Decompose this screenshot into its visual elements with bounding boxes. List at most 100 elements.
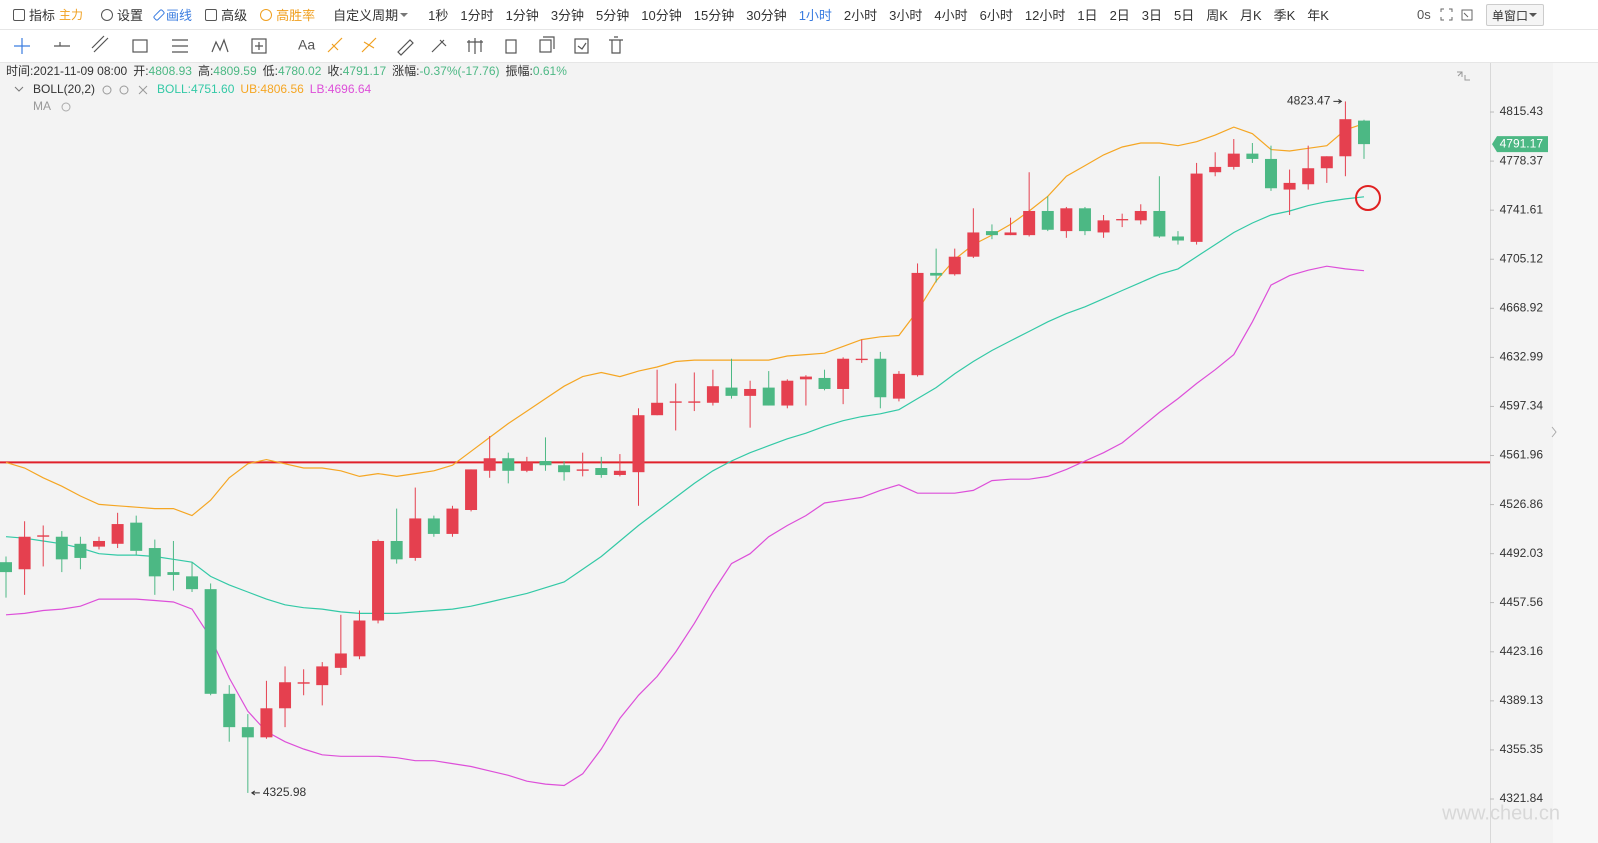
candle-body: [353, 620, 366, 657]
y-tick-label: 4423.16: [1500, 644, 1544, 658]
plot-background: [0, 62, 1490, 843]
period-button[interactable]: 3小时: [889, 8, 923, 23]
period-button[interactable]: 6小时: [979, 8, 1013, 23]
candle-body: [390, 540, 403, 560]
info-value: 2021-11-09 08:00: [33, 64, 127, 78]
y-tick-label: 4526.86: [1500, 497, 1544, 511]
fib-tool[interactable]: [172, 39, 188, 53]
trend-tool[interactable]: [91, 35, 109, 53]
y-tick-label: 4632.99: [1500, 350, 1544, 364]
candle-body: [576, 469, 589, 471]
info-line: 时间:2021-11-09 08:00 开:4808.93 高:4809.59 低:4…: [6, 63, 567, 78]
menu-label: 画线: [166, 8, 193, 23]
price-tag: [1492, 136, 1548, 153]
period-button[interactable]: 1日: [1077, 8, 1098, 23]
candle-body: [539, 461, 552, 466]
y-tick-label: 4389.13: [1500, 693, 1544, 707]
period-button[interactable]: 12小时: [1024, 8, 1066, 23]
measure-tool[interactable]: [251, 38, 267, 54]
period-button[interactable]: 2日: [1109, 8, 1130, 23]
candle-body: [1153, 210, 1166, 237]
candle-body: [911, 272, 924, 376]
y-tick-label: 4457.56: [1500, 595, 1544, 609]
wave-tool[interactable]: [211, 38, 229, 53]
chart-labels: 4823.47 4325.98 4791.17 时间:2021-11-09 08:00…: [6, 63, 1548, 799]
candle-body: [502, 458, 515, 471]
period-button[interactable]: 1秒: [428, 8, 449, 23]
menu-label: 指标: [29, 8, 56, 23]
period-button[interactable]: 10分钟: [641, 8, 682, 23]
candle-body: [1041, 210, 1054, 230]
high-arrow: [1333, 99, 1343, 104]
window-select[interactable]: 单窗口: [1486, 4, 1544, 26]
drawing-toolbar: Aa: [0, 30, 1598, 63]
period-button[interactable]: 30分钟: [746, 8, 787, 23]
candle-body: [948, 256, 961, 275]
candle-body: [18, 536, 31, 570]
candle-body: [167, 572, 180, 575]
ma-label: MA: [33, 99, 51, 113]
candle-body: [334, 653, 347, 668]
period-button[interactable]: 1分时: [460, 8, 494, 23]
rect-tool[interactable]: [132, 39, 148, 53]
info-value: 4809.59: [213, 64, 257, 78]
candle-body: [148, 548, 161, 577]
info-value: 4791.17: [343, 64, 387, 78]
period-button[interactable]: 1分钟: [505, 8, 539, 23]
period-button[interactable]: 5日: [1174, 8, 1195, 23]
high-label: 4823.47: [1287, 94, 1331, 108]
period-button[interactable]: 2小时: [843, 8, 878, 23]
candle-body: [111, 524, 124, 544]
candle-body: [465, 469, 478, 511]
candle-body: [1302, 168, 1315, 185]
crosshair-tool[interactable]: [14, 38, 30, 54]
custom-period-button[interactable]: 自定义周期: [333, 5, 410, 24]
candle-body: [967, 232, 980, 257]
low-label: 4325.98: [263, 785, 307, 799]
win-rate-button[interactable]: 高胜率: [260, 5, 315, 24]
scroll-strip: [1553, 62, 1598, 843]
advanced-button[interactable]: 高级: [205, 5, 247, 24]
period-button[interactable]: 15分钟: [693, 8, 735, 23]
line-tool[interactable]: [54, 42, 70, 47]
settings-button[interactable]: 设置: [101, 5, 143, 24]
y-tick-label: 4561.96: [1500, 448, 1544, 462]
draw-button[interactable]: 画线: [152, 5, 193, 24]
candle-body: [892, 373, 905, 399]
band-line: [5, 123, 1365, 517]
info-label: 收:: [327, 64, 342, 78]
candle-body: [316, 666, 329, 686]
info-label: 时间:: [6, 64, 33, 78]
candle-body: [855, 358, 868, 361]
period-button[interactable]: 3分钟: [550, 8, 585, 23]
price-tag-label: 4791.17: [1500, 136, 1544, 150]
period-button[interactable]: 5分钟: [596, 8, 630, 23]
candle-body: [1097, 220, 1110, 233]
window-label: 单窗口: [1491, 8, 1528, 23]
expand-icon[interactable]: [1457, 71, 1470, 81]
top-toolbar: 指标 主力 设置 画线 高级 高胜率 自定义周期 1秒 1分时 1分钟 3分钟 5分钟 10…: [0, 0, 1598, 30]
period-button[interactable]: 年K: [1307, 8, 1329, 23]
indicator-line: BOLL(20,2): [33, 82, 95, 96]
period-button[interactable]: 1小时: [798, 8, 832, 23]
candle-body: [799, 376, 812, 380]
period-button[interactable]: 月K: [1239, 8, 1262, 23]
period-list: 1秒 1分时 1分钟 3分钟 5分钟 10分钟 15分钟 30分钟 1小时 2小时 3小时 4小时 6小…: [416, 5, 1329, 24]
period-button[interactable]: 周K: [1206, 8, 1228, 23]
collapse-arrow[interactable]: [1551, 426, 1557, 438]
period-button[interactable]: 季K: [1273, 8, 1296, 23]
candle-body: [93, 540, 106, 547]
text-tool[interactable]: Aa: [298, 37, 315, 53]
menu-label: 自定义周期: [333, 8, 399, 23]
candle-body: [223, 693, 236, 728]
candle-body: [37, 535, 50, 537]
y-tick-label: 4321.84: [1500, 791, 1544, 805]
candle-body: [706, 386, 719, 403]
period-button[interactable]: 4小时: [934, 8, 968, 23]
candle-body: [1358, 120, 1370, 145]
indicator-button[interactable]: 指标 主力: [13, 5, 83, 24]
info-value: 4808.93: [149, 64, 193, 78]
candle-body: [279, 682, 292, 709]
info-label: 涨幅:: [392, 63, 419, 78]
period-button[interactable]: 3日: [1141, 8, 1163, 23]
